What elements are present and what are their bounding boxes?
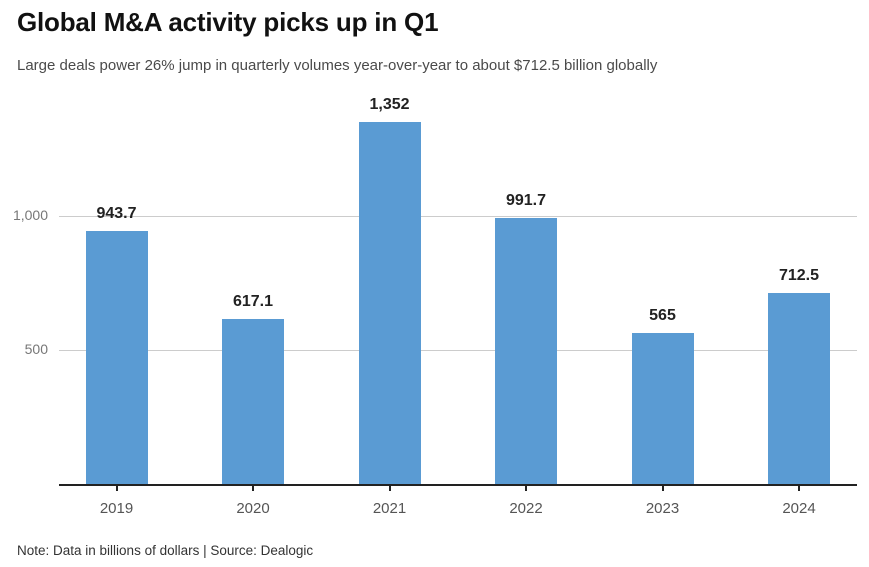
bar-value-label-2023: 565	[649, 306, 676, 324]
x-axis-category-label-2024: 2024	[782, 500, 816, 517]
bar-value-label-2022: 991.7	[505, 192, 547, 210]
gridline-500	[59, 350, 857, 351]
chart-title: Global M&A activity picks up in Q1	[17, 7, 439, 37]
x-axis-tick-2019	[115, 486, 118, 491]
bar-2019	[85, 231, 148, 484]
chart-subtitle: Large deals power 26% jump in quarterly …	[17, 57, 658, 74]
source-note: Note: Data in billions of dollars | Sour…	[17, 543, 314, 558]
x-axis-line	[59, 484, 857, 486]
bar-2020	[222, 318, 284, 484]
x-axis-tick-2020	[252, 486, 254, 491]
bar-2024	[768, 293, 830, 484]
x-axis-tick-2022	[525, 486, 527, 491]
x-axis-category-label-2021: 2021	[372, 500, 407, 517]
x-axis-category-label-2020: 2020	[236, 500, 270, 517]
bar-value-label-2021: 1,352	[369, 95, 410, 113]
bar-2021	[358, 121, 421, 484]
bar-value-label-2024: 712.5	[778, 267, 820, 285]
bar-value-label-2019: 943.7	[96, 205, 137, 223]
y-axis-tick-label: 1,000	[12, 207, 48, 223]
bar-2022	[495, 218, 557, 484]
x-axis-tick-2024	[798, 486, 800, 491]
bar-2023	[631, 332, 694, 484]
x-axis-category-label-2022: 2022	[509, 500, 543, 517]
x-axis-category-label-2023: 2023	[645, 500, 680, 517]
y-axis-tick-label: 500	[24, 341, 48, 357]
x-axis-tick-2023	[661, 486, 664, 491]
bar-value-label-2020: 617.1	[232, 292, 274, 310]
x-axis-category-label-2019: 2019	[99, 500, 134, 517]
x-axis-tick-2021	[388, 486, 391, 491]
gridline-1,000	[59, 216, 857, 217]
